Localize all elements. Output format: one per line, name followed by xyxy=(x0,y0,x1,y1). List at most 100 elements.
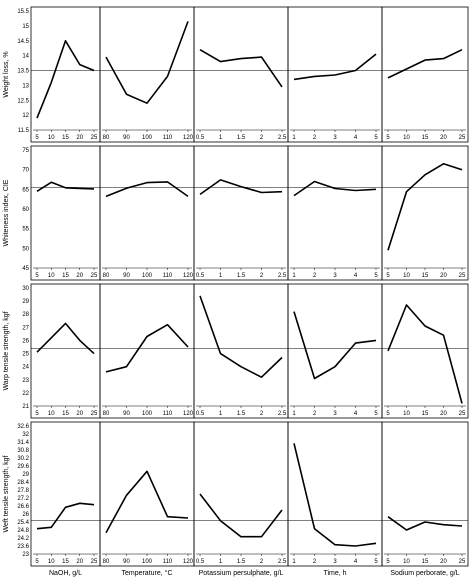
y-tick-label: 60 xyxy=(22,207,29,213)
x-tick-label: 2 xyxy=(260,559,264,565)
y-tick-label: 29 xyxy=(22,299,29,305)
x-tick-label: 15 xyxy=(62,273,69,279)
x-axis-label: NaOH, g/L xyxy=(49,570,82,577)
x-tick-label: 110 xyxy=(163,411,173,417)
x-tick-label: 120 xyxy=(183,135,194,141)
panel: 80 90 100 110 120 xyxy=(99,145,195,281)
x-tick-label: 5 xyxy=(386,135,390,141)
y-tick-label: 14.5 xyxy=(17,39,29,45)
x-tick-label: 5 xyxy=(35,411,39,417)
x-tick-label: 15 xyxy=(422,135,429,141)
x-tick-label: 120 xyxy=(183,559,194,565)
x-tick-label: 80 xyxy=(103,273,110,279)
panel-frame xyxy=(99,283,195,419)
panel: 5 10 15 20 25 xyxy=(381,145,469,281)
y-tick-label: 32 xyxy=(22,432,29,438)
y-tick-label: 31.4 xyxy=(17,440,29,446)
x-tick-label: 100 xyxy=(142,135,153,141)
x-tick-label: 25 xyxy=(91,273,98,279)
series-line xyxy=(199,295,283,379)
x-tick-label: 90 xyxy=(123,273,130,279)
y-tick-label: 50 xyxy=(22,246,29,252)
x-tick-label: 80 xyxy=(103,135,110,141)
y-tick-label: 13 xyxy=(22,83,29,89)
panel: 5 10 15 20 25 xyxy=(30,421,101,567)
y-tick-label: 28 xyxy=(22,312,29,318)
panel: 5 10 15 20 25 xyxy=(30,283,101,419)
panel-frame xyxy=(30,6,101,143)
x-tick-label: 20 xyxy=(76,411,83,417)
x-tick-label: 15 xyxy=(62,559,69,565)
x-tick-label: 5 xyxy=(386,559,390,565)
x-tick-label: 3 xyxy=(333,559,337,565)
x-tick-label: 5 xyxy=(374,273,378,279)
x-tick-label: 1 xyxy=(219,411,223,417)
y-tick-label: 30 xyxy=(22,286,29,292)
x-tick-label: 2 xyxy=(260,273,264,279)
y-tick-label: 15.5 xyxy=(17,9,29,15)
x-tick-label: 5 xyxy=(374,135,378,141)
y-tick-label: 29 xyxy=(22,472,29,478)
x-tick-label: 1.5 xyxy=(237,411,246,417)
x-tick-label: 15 xyxy=(62,135,69,141)
y-tick-label: 23 xyxy=(22,378,29,384)
x-axis-label: Time, h xyxy=(323,570,346,577)
x-tick-label: 2 xyxy=(313,273,317,279)
x-tick-label: 100 xyxy=(142,559,153,565)
x-tick-label: 5 xyxy=(374,559,378,565)
y-tick-label: 12 xyxy=(22,113,29,119)
x-tick-label: 80 xyxy=(103,559,110,565)
series-line xyxy=(36,39,95,119)
panel-frame xyxy=(99,145,195,281)
x-tick-label: 1.5 xyxy=(237,135,246,141)
y-tick-label: 28.4 xyxy=(17,480,29,486)
panel: 1 2 3 4 5 xyxy=(287,421,383,567)
x-tick-label: 110 xyxy=(163,273,173,279)
y-tick-label: 23.6 xyxy=(17,544,29,550)
y-tick-label: 25 xyxy=(22,352,29,358)
x-tick-label: 4 xyxy=(354,559,358,565)
x-tick-label: 10 xyxy=(48,411,55,417)
panel: 5 10 15 20 25 xyxy=(30,6,101,143)
x-axis-label: Potassium persulphate, g/L xyxy=(199,570,284,577)
y-tick-label: 27 xyxy=(22,325,29,331)
x-tick-label: 20 xyxy=(440,411,447,417)
x-tick-label: 80 xyxy=(103,411,110,417)
panel-frame xyxy=(30,283,101,419)
x-tick-label: 110 xyxy=(163,559,173,565)
panel: 0.5 1 1.5 2 2.5 xyxy=(193,6,289,143)
series-line xyxy=(199,49,283,88)
series-line xyxy=(105,21,189,104)
x-tick-label: 10 xyxy=(403,411,410,417)
series-line xyxy=(387,304,463,404)
x-tick-label: 2 xyxy=(260,135,264,141)
x-tick-label: 1.5 xyxy=(237,559,246,565)
x-tick-label: 1 xyxy=(219,559,223,565)
x-tick-label: 3 xyxy=(333,135,337,141)
x-tick-label: 10 xyxy=(48,559,55,565)
x-tick-label: 3 xyxy=(333,411,337,417)
x-tick-label: 10 xyxy=(48,273,55,279)
panel: 1 2 3 4 5 xyxy=(287,283,383,419)
x-tick-label: 120 xyxy=(183,273,194,279)
x-tick-label: 5 xyxy=(35,135,39,141)
panel: 80 90 100 110 120 xyxy=(99,283,195,419)
x-tick-label: 90 xyxy=(123,559,130,565)
y-tick-label: 23 xyxy=(22,552,29,558)
panel-frame xyxy=(99,421,195,567)
x-tick-label: 2.5 xyxy=(278,135,287,141)
x-tick-label: 100 xyxy=(142,411,153,417)
y-tick-label: 12.5 xyxy=(17,98,29,104)
x-tick-label: 2 xyxy=(313,135,317,141)
y-tick-label: 45 xyxy=(22,266,29,272)
panel: 1 2 3 4 5 xyxy=(287,145,383,281)
panel-frame xyxy=(287,283,383,419)
panel: 1 2 3 4 5 xyxy=(287,6,383,143)
x-tick-label: 0.5 xyxy=(196,273,205,279)
y-tick-label: 24.8 xyxy=(17,528,29,534)
panel-frame xyxy=(30,421,101,567)
x-tick-label: 1.5 xyxy=(237,273,246,279)
x-tick-label: 15 xyxy=(422,273,429,279)
y-tick-label: 29.6 xyxy=(17,464,29,470)
series-line xyxy=(199,179,283,196)
